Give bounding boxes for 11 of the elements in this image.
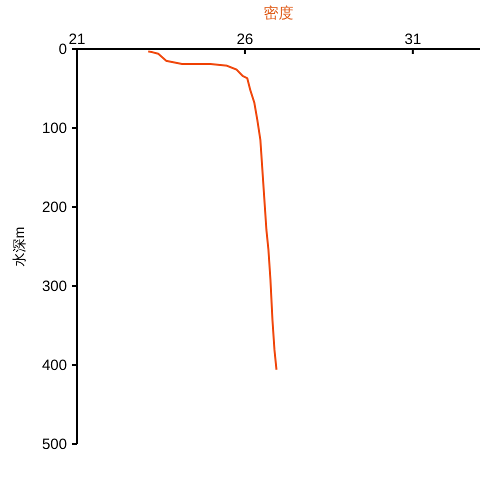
y-tick-label: 100 [42, 120, 67, 137]
x-axis-title: 密度 [264, 5, 294, 22]
y-tick-label: 300 [42, 278, 67, 295]
x-tick-label: 26 [236, 31, 254, 48]
y-tick-label: 500 [42, 436, 67, 453]
y-tick-label: 0 [58, 41, 67, 58]
x-tick-label: 21 [68, 31, 86, 48]
y-tick-label: 200 [42, 199, 67, 216]
y-tick-label: 400 [42, 357, 67, 374]
x-tick-label: 31 [404, 31, 422, 48]
y-axis-title: 水深m [11, 226, 27, 266]
